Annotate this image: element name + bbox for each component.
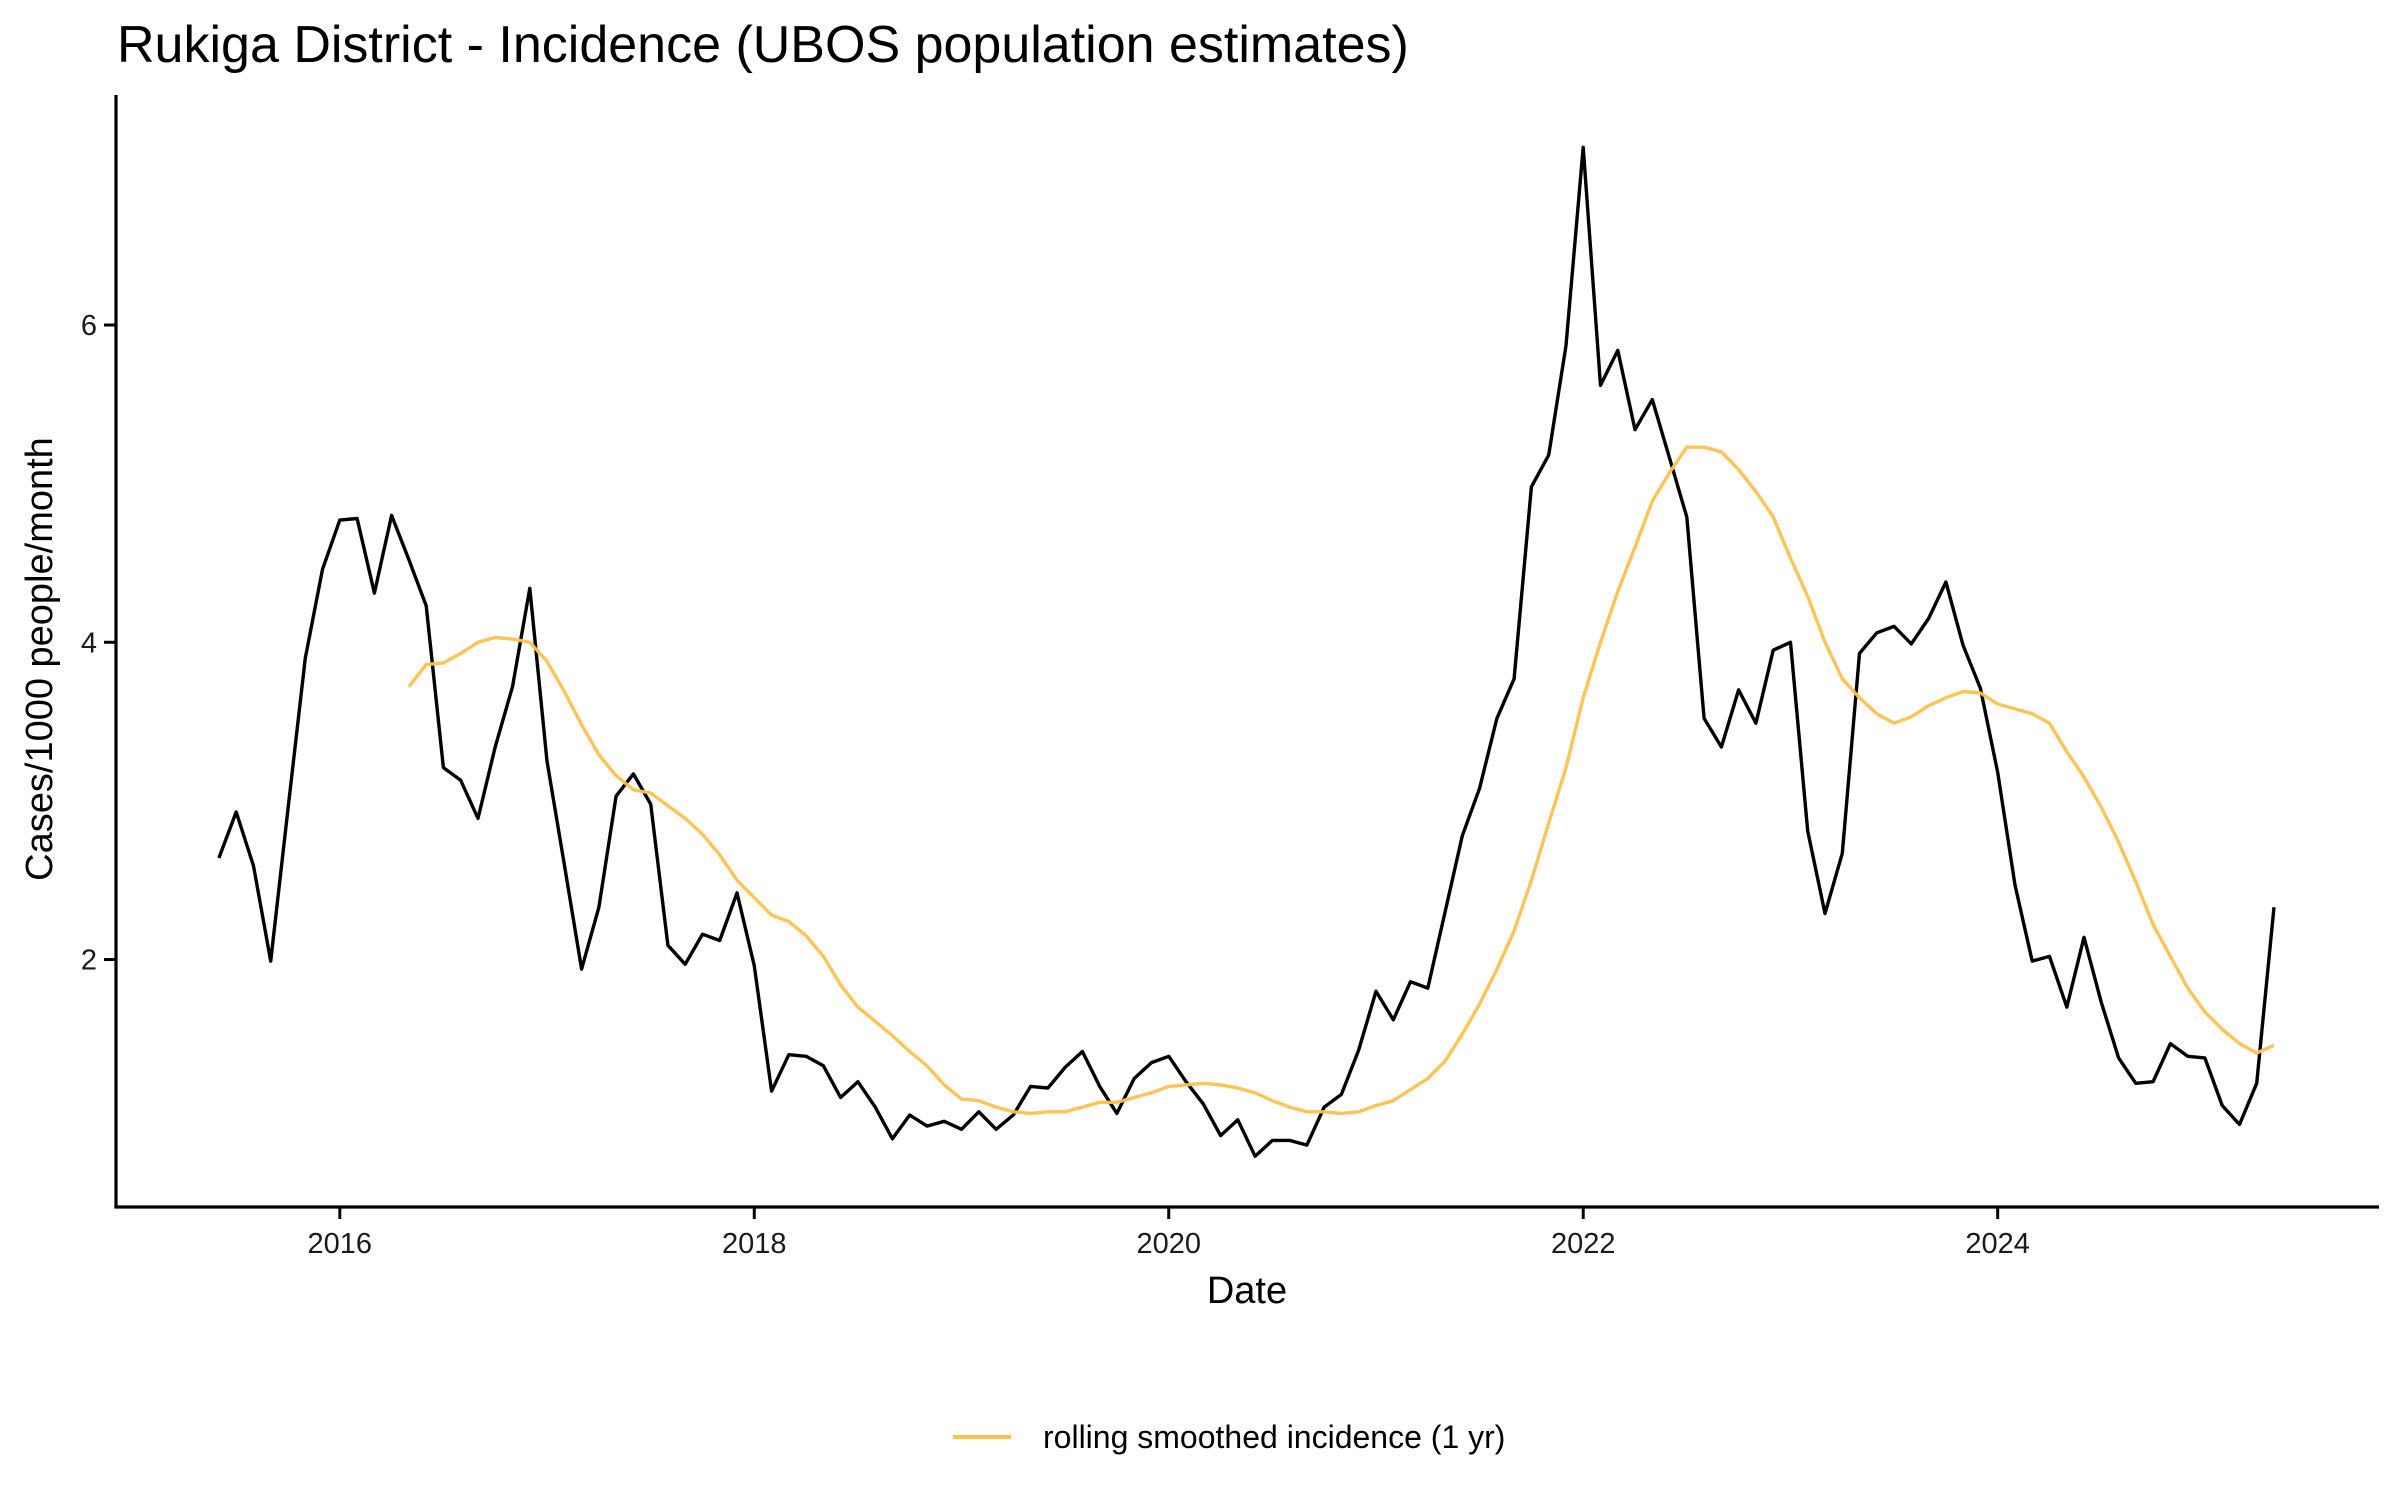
series-line-incidence [217, 145, 2276, 1158]
legend: rolling smoothed incidence (1 yr) [953, 1419, 1505, 1455]
chart-title: Rukiga District - Incidence (UBOS popula… [117, 16, 1409, 74]
x-axis-title: Date [1207, 1270, 1287, 1312]
x-tick-label: 2022 [1551, 1228, 1616, 1260]
x-tick-label: 2018 [722, 1228, 787, 1260]
series-line-rolling-smoothed-incidence-1-yr [407, 445, 2275, 1116]
y-tick-label: 2 [81, 945, 97, 977]
y-ticks: 2 4 6 [81, 310, 116, 977]
legend-label-rolling-smoothed: rolling smoothed incidence (1 yr) [1043, 1419, 1505, 1455]
x-tick-label: 2016 [308, 1228, 373, 1260]
x-ticks: 2016 2018 2020 2022 2024 [308, 1207, 2030, 1260]
series-layer [217, 145, 2276, 1158]
x-tick-label: 2024 [1965, 1228, 2030, 1260]
x-tick-label: 2020 [1136, 1228, 1201, 1260]
y-tick-label: 6 [81, 310, 97, 342]
y-tick-label: 4 [81, 627, 97, 659]
y-axis-title: Cases/1000 people/month [19, 437, 61, 881]
